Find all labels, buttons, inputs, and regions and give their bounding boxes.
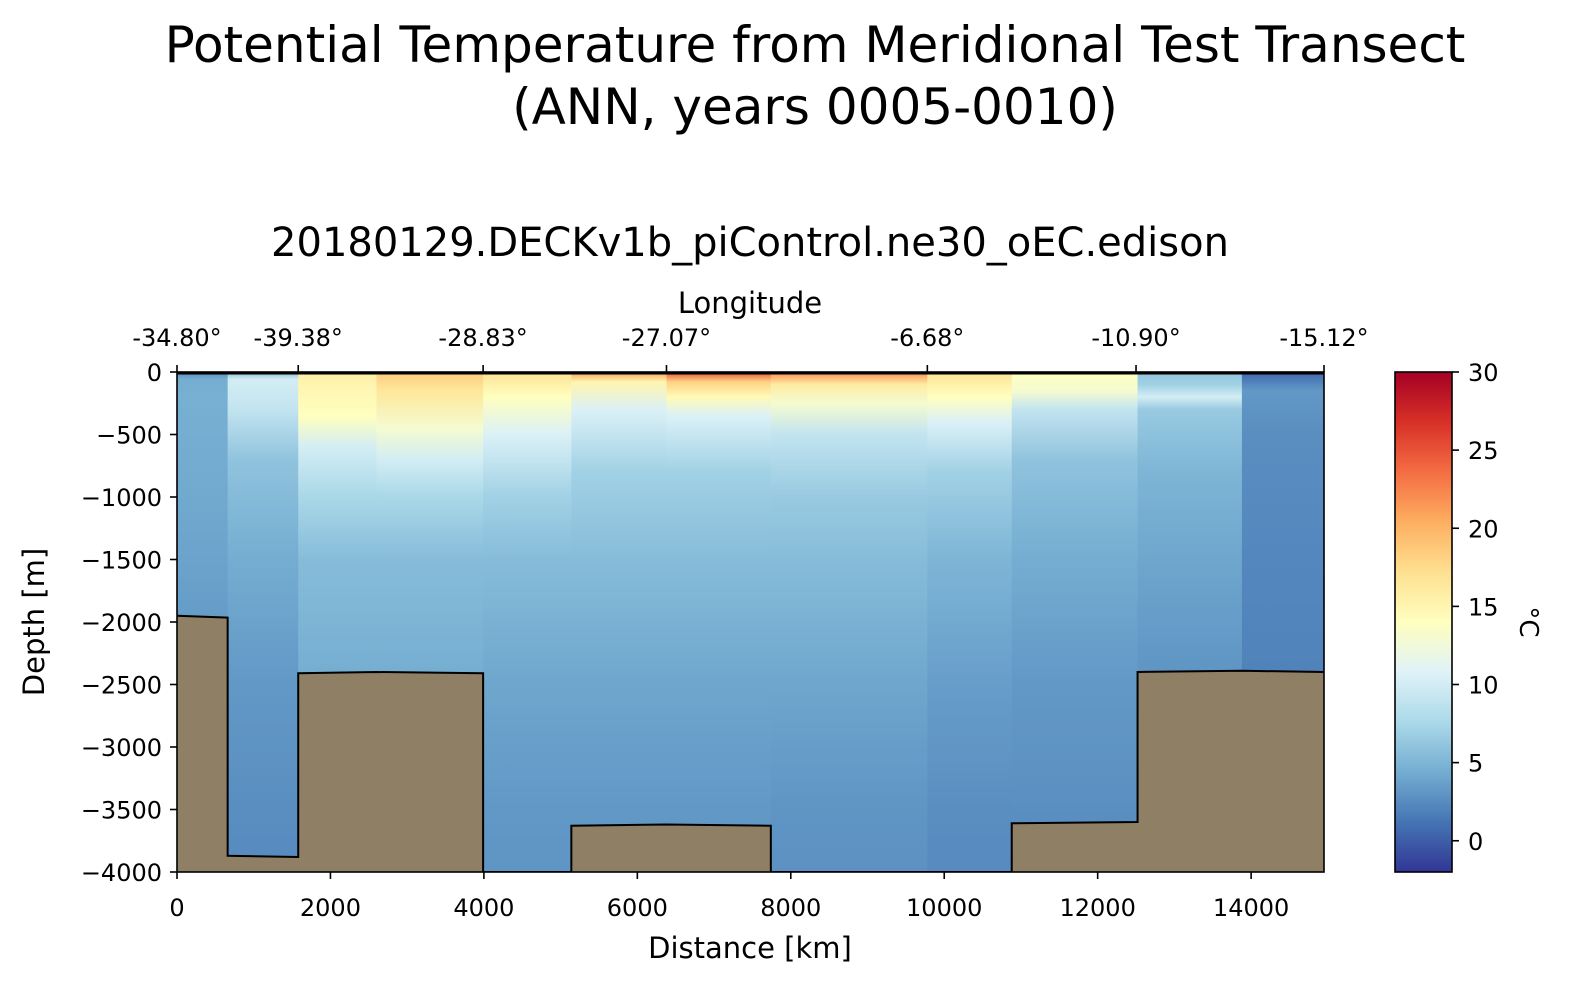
y-axis-label: Depth [m] <box>17 548 51 696</box>
top-tick-label: -10.90° <box>1091 324 1180 352</box>
y-tick-label: −1000 <box>81 484 162 512</box>
top-tick-label: -39.38° <box>254 324 343 352</box>
y-tick-label: −500 <box>96 422 162 450</box>
temperature-column <box>1011 372 1139 872</box>
top-tick-label: -27.07° <box>622 324 711 352</box>
x-axis: 0 2000 4000 6000 8000 10000 12000 14000 <box>169 872 1289 922</box>
top-axis: -34.80° -39.38° -28.83° -27.07° -6.68° -10.90… <box>132 324 1369 372</box>
x-tick-label: 4000 <box>453 894 514 922</box>
x-tick-label: 0 <box>169 894 184 922</box>
temperature-column <box>571 372 668 872</box>
top-tick-label: -28.83° <box>438 324 527 352</box>
bathymetry-layer <box>177 614 1324 872</box>
colorbar-tick-label: 25 <box>1468 437 1499 465</box>
x-tick-label: 2000 <box>300 894 361 922</box>
colorbar-tick-label: 30 <box>1468 359 1499 387</box>
top-tick-label: -6.68° <box>890 324 964 352</box>
y-tick-label: −3000 <box>81 734 162 762</box>
top-tick-label: -34.80° <box>132 324 221 352</box>
top-axis-label: Longitude <box>678 286 822 320</box>
y-axis: 0 −500 −1000 −1500 −2000 −2500 −3000 −3500 −4000 <box>81 359 177 887</box>
colorbar-tick-label: 0 <box>1468 828 1483 856</box>
colorbar-tick-label: 15 <box>1468 593 1499 621</box>
temperature-column <box>927 372 1013 872</box>
bathymetry-fill <box>177 615 1324 872</box>
colorbar-tick-label: 20 <box>1468 515 1499 543</box>
colorbar-tick-label: 5 <box>1468 750 1483 778</box>
y-tick-label: −1500 <box>81 547 162 575</box>
x-tick-label: 14000 <box>1213 894 1289 922</box>
temperature-column <box>227 372 299 872</box>
colorbar-label: °C <box>1513 606 1543 637</box>
temperature-column <box>770 372 928 872</box>
chart-subtitle: 20180129.DECKv1b_piControl.ne30_oEC.edis… <box>271 220 1229 266</box>
chart-title-line1: Potential Temperature from Meridional Te… <box>165 16 1466 74</box>
y-tick-label: −3500 <box>81 797 162 825</box>
temperature-column <box>483 372 572 872</box>
top-tick-label: -15.12° <box>1279 324 1368 352</box>
colorbar-axis: 0 5 10 15 20 25 30 <box>1452 359 1499 856</box>
y-tick-label: −4000 <box>81 859 162 887</box>
y-tick-label: 0 <box>147 359 162 387</box>
x-tick-label: 8000 <box>760 894 821 922</box>
bathymetry-outline <box>177 614 1324 872</box>
temperature-heatmap <box>177 372 1324 872</box>
chart-title-line2: (ANN, years 0005-0010) <box>512 78 1118 136</box>
colorbar-tick-label: 10 <box>1468 672 1499 700</box>
x-tick-label: 10000 <box>906 894 982 922</box>
colorbar <box>1394 371 1453 873</box>
x-tick-label: 12000 <box>1059 894 1135 922</box>
y-tick-label: −2500 <box>81 672 162 700</box>
y-tick-label: −2000 <box>81 609 162 637</box>
x-tick-label: 6000 <box>607 894 668 922</box>
temperature-column <box>666 372 772 872</box>
x-axis-label: Distance [km] <box>648 931 852 965</box>
